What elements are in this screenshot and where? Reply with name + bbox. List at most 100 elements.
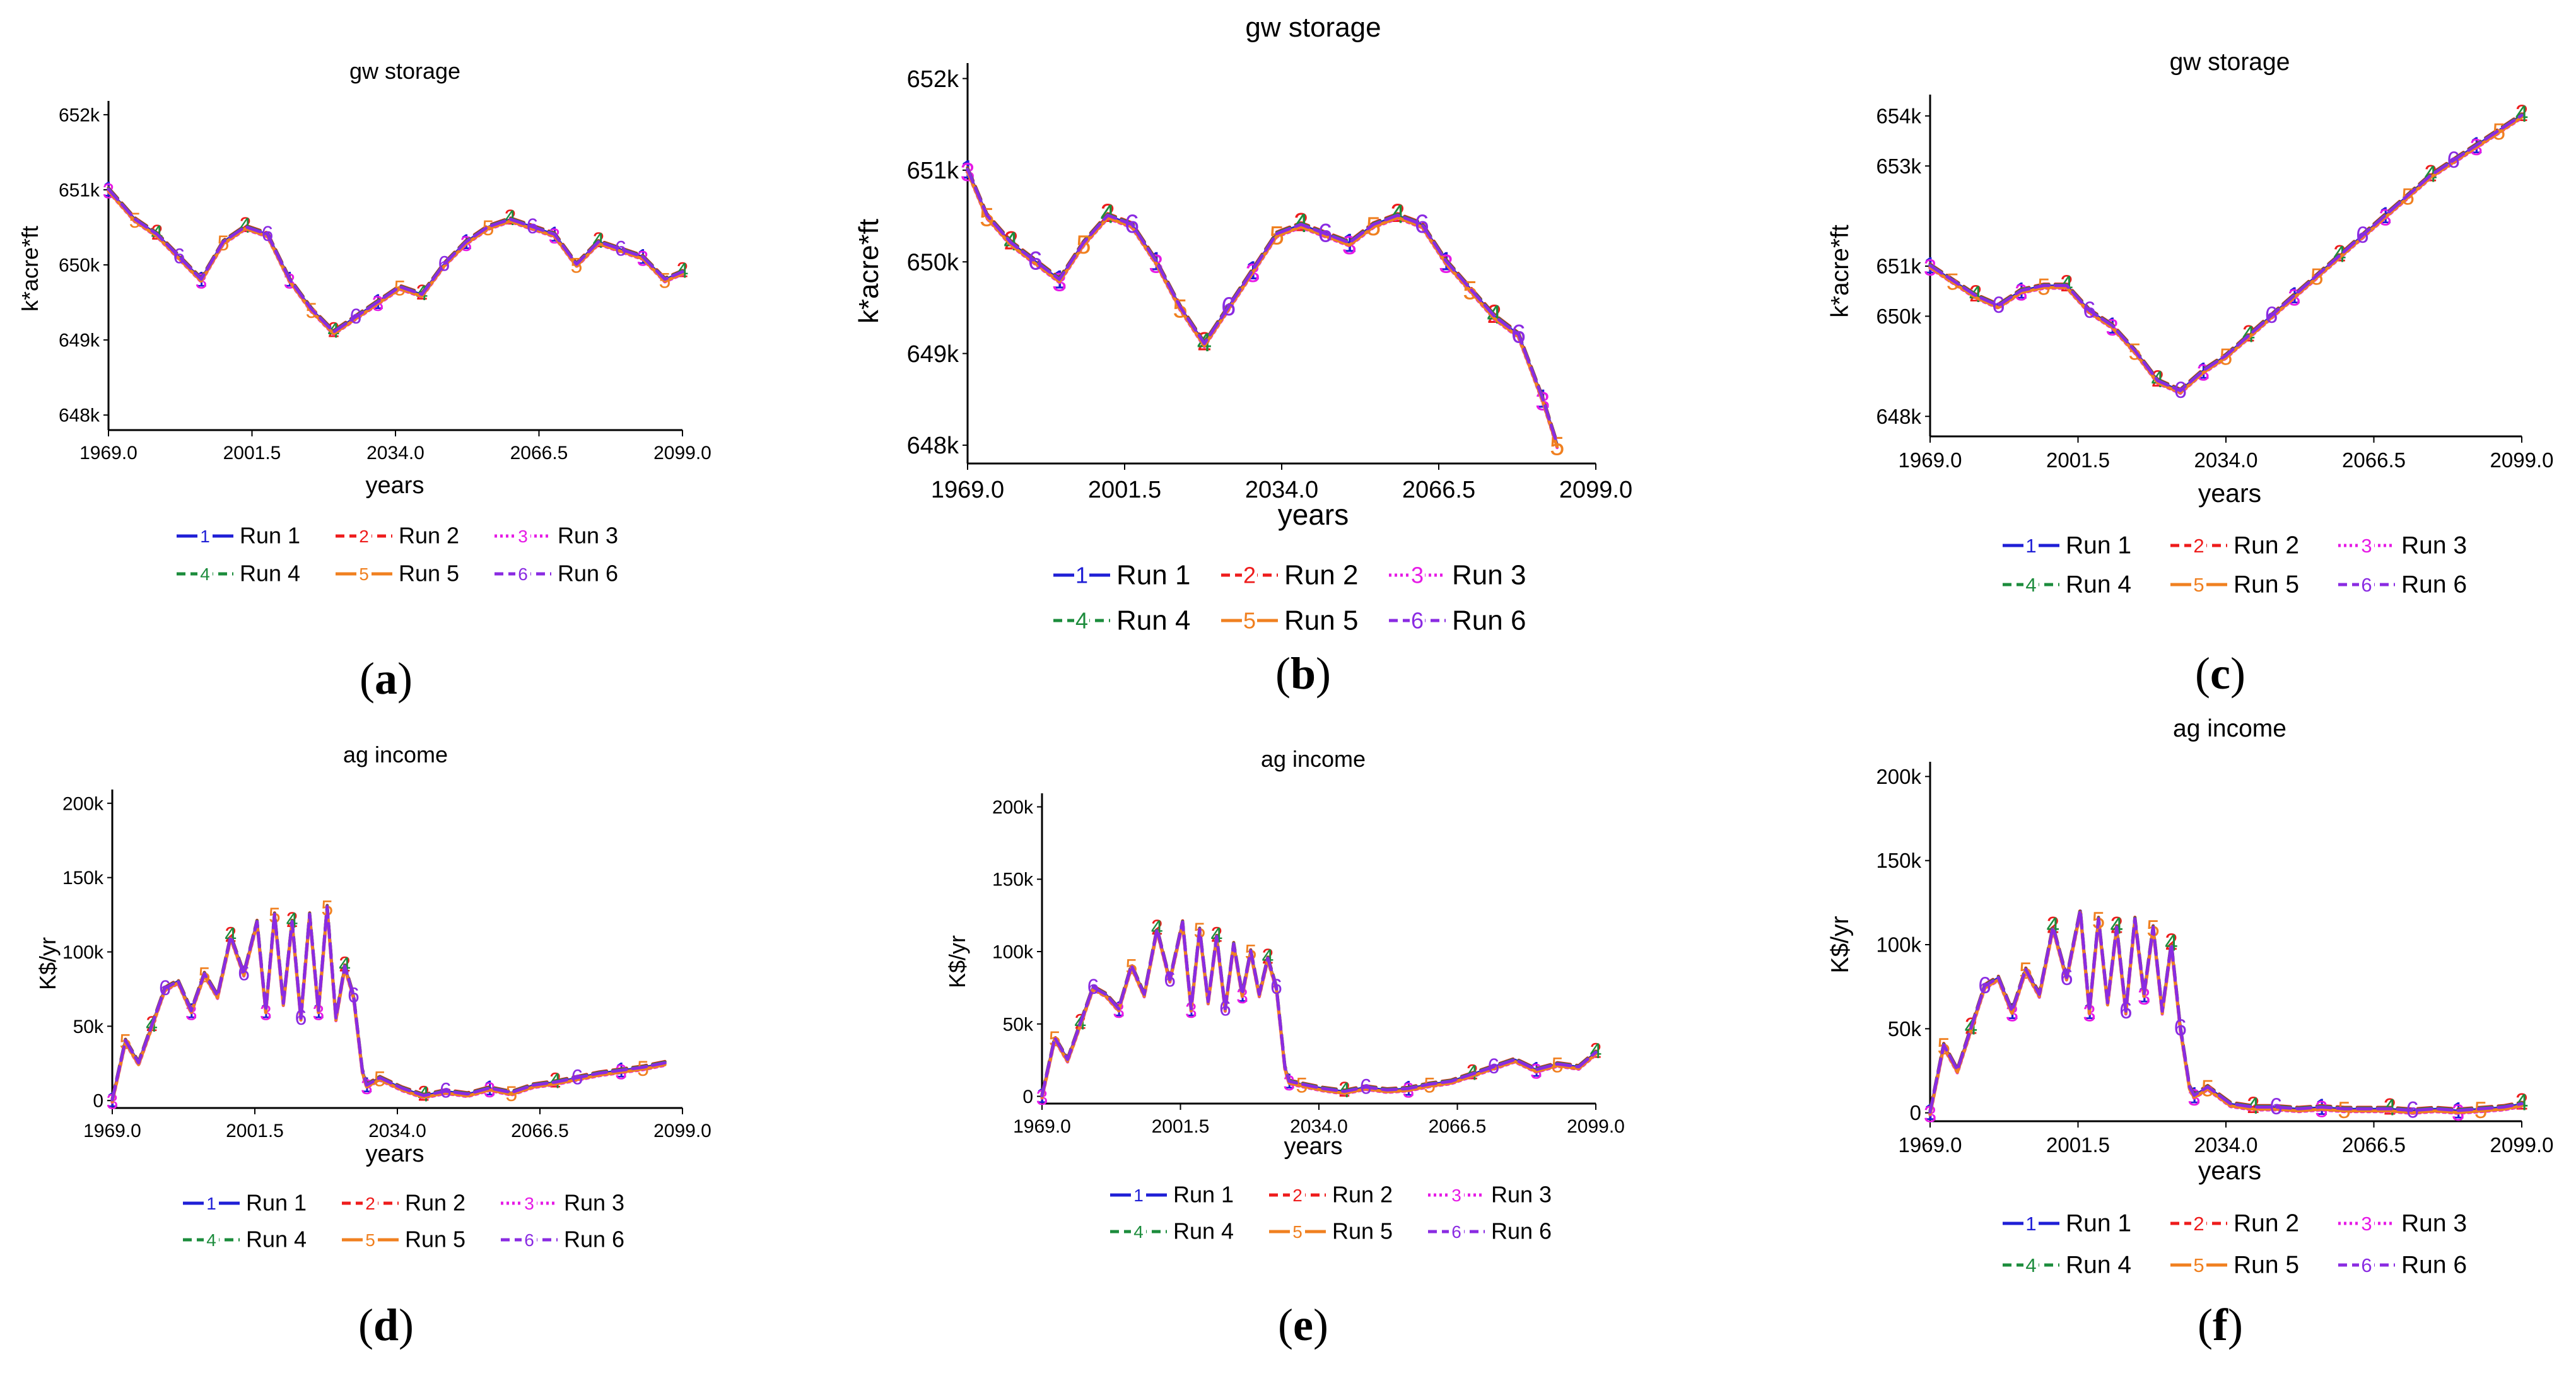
legend-label: Run 5	[399, 560, 459, 586]
y-tick-label: 651k	[1876, 255, 1921, 278]
legend-item-run-2: 2 Run 2	[336, 522, 459, 548]
legend-item-run-3: 3 Run 3	[2338, 532, 2467, 559]
x-tick-label: 2034.0	[1245, 477, 1318, 503]
series-line-run-1	[107, 188, 684, 334]
series-marker-run-6: 6	[1487, 1054, 1499, 1078]
series-marker-run-2: 2	[2247, 1092, 2260, 1118]
y-tick-label: 650k	[1876, 305, 1921, 328]
legend-label: Run 3	[558, 522, 618, 548]
legend-label: Run 1	[1173, 1181, 1234, 1207]
x-tick-label: 1969.0	[1899, 1133, 1962, 1157]
x-tick-label: 1969.0	[79, 443, 138, 464]
legend-label: Run 5	[2234, 1252, 2299, 1279]
legend-label: Run 1	[2066, 1210, 2131, 1237]
x-tick-label: 1969.0	[1013, 1116, 1071, 1137]
legend-marker-bg	[204, 1194, 219, 1212]
legend-marker-bg	[522, 1231, 537, 1249]
x-tick-label: 2066.5	[510, 443, 568, 464]
chart-panel-f: ag income 0 50k 100k 150k 200k 1969.0 2001.5 203…	[1827, 715, 2553, 1350]
series-marker-run-6: 6	[2174, 1015, 2187, 1041]
x-tick-label: 2001.5	[1152, 1116, 1210, 1137]
legend-marker-bg	[1290, 1223, 1305, 1240]
legend-item-run-6: 6 Run 6	[501, 1226, 624, 1252]
x-tick-label: 2034.0	[2194, 448, 2258, 472]
legend-marker-bg	[1449, 1186, 1464, 1204]
series-marker-run-6: 6	[440, 1079, 452, 1103]
legend-marker: 1	[1075, 563, 1088, 588]
series-marker-run-5: 5	[659, 269, 671, 293]
series-marker-run-6: 6	[571, 1065, 583, 1089]
legend-marker-bg	[1242, 609, 1257, 632]
legend-item-run-2: 2 Run 2	[2170, 1210, 2299, 1237]
legend-marker-bg	[2191, 536, 2206, 555]
x-tick-label: 2066.5	[2342, 448, 2406, 472]
series-line-run-4	[966, 166, 1559, 445]
series-marker-run-4: 4	[2165, 930, 2178, 955]
legend-marker: 3	[2361, 535, 2372, 557]
y-tick-label: 200k	[992, 797, 1034, 818]
series-line-run-3	[1928, 911, 2524, 1117]
y-tick-label: 0	[1022, 1087, 1033, 1107]
legend-label: Run 5	[405, 1226, 465, 1252]
series-marker-run-6: 6	[2447, 147, 2460, 173]
series-marker-run-6: 6	[2060, 964, 2073, 990]
x-tick-label: 2099.0	[653, 443, 711, 464]
panel-label: (d)	[358, 1300, 414, 1350]
legend-label: Run 6	[2401, 1252, 2467, 1279]
series-marker-run-6: 6	[1318, 218, 1332, 248]
legend-marker: 3	[518, 527, 528, 546]
x-tick-label: 1969.0	[83, 1121, 141, 1141]
panel-label: (a)	[360, 653, 413, 704]
series-marker-run-6: 6	[2174, 377, 2187, 403]
legend-marker: 6	[2361, 1254, 2372, 1276]
legend-item-run-4: 4 Run 4	[2003, 571, 2131, 598]
chart-panel-a: gw storage 648k 649k 650k 651k 652k 1969.0 2001…	[17, 58, 711, 704]
series-line-run-1	[1928, 909, 2524, 1115]
legend-marker-bg	[1131, 1223, 1146, 1240]
legend-label: Run 2	[2234, 532, 2299, 559]
series-marker-run-6: 6	[1978, 972, 1991, 998]
x-tick-label: 2099.0	[653, 1121, 711, 1141]
y-axis-label: K$/yr	[1827, 916, 1854, 973]
x-tick-label: 2099.0	[1559, 477, 1632, 503]
x-tick-label: 2099.0	[1567, 1116, 1625, 1137]
legend-label: Run 3	[2401, 1210, 2467, 1237]
x-tick-label: 2001.5	[226, 1121, 284, 1141]
panel-label: (c)	[2195, 648, 2245, 699]
x-tick-label: 2066.5	[2342, 1133, 2406, 1157]
legend-label: Run 4	[2066, 1252, 2131, 1279]
legend-marker-bg	[197, 527, 213, 545]
legend-marker: 1	[206, 1194, 216, 1213]
legend-marker: 6	[2361, 574, 2372, 596]
legend-item-run-1: 1 Run 1	[183, 1189, 307, 1215]
legend-item-run-6: 6 Run 6	[2338, 1252, 2467, 1279]
legend-marker-bg	[515, 565, 530, 583]
y-tick-label: 100k	[992, 942, 1034, 963]
y-tick-label: 200k	[1876, 765, 1921, 788]
legend-label: Run 2	[399, 522, 459, 548]
series-marker-run-6: 6	[238, 961, 250, 985]
x-tick-label: 2066.5	[511, 1121, 569, 1141]
legend-marker-bg	[2191, 1256, 2206, 1274]
legend-label: Run 4	[2066, 571, 2131, 598]
legend-marker: 6	[518, 564, 528, 584]
y-tick-label: 651k	[59, 180, 100, 201]
series-marker-run-6: 6	[2406, 1097, 2420, 1122]
series-marker-run-6: 6	[1028, 245, 1043, 275]
series-marker-run-5: 5	[1296, 1074, 1308, 1098]
series-marker-run-6: 6	[1087, 975, 1099, 999]
legend-item-run-3: 3 Run 3	[1389, 559, 1526, 590]
x-axis-label: years	[366, 1141, 424, 1167]
legend-marker: 2	[359, 527, 369, 546]
series-line-run-1	[1040, 921, 1598, 1098]
series-marker-run-6: 6	[295, 1006, 307, 1030]
legend-marker: 2	[365, 1194, 375, 1213]
series-marker-run-6: 6	[2083, 297, 2096, 323]
legend-item-run-4: 4 Run 4	[1053, 605, 1190, 636]
series-marker-run-6: 6	[2356, 222, 2369, 248]
series-line-run-4	[107, 187, 684, 333]
legend-marker: 1	[200, 527, 210, 546]
chart-title: ag income	[343, 742, 448, 767]
series-marker-run-6: 6	[1270, 975, 1282, 999]
series-marker-run-4: 4	[2047, 913, 2060, 939]
